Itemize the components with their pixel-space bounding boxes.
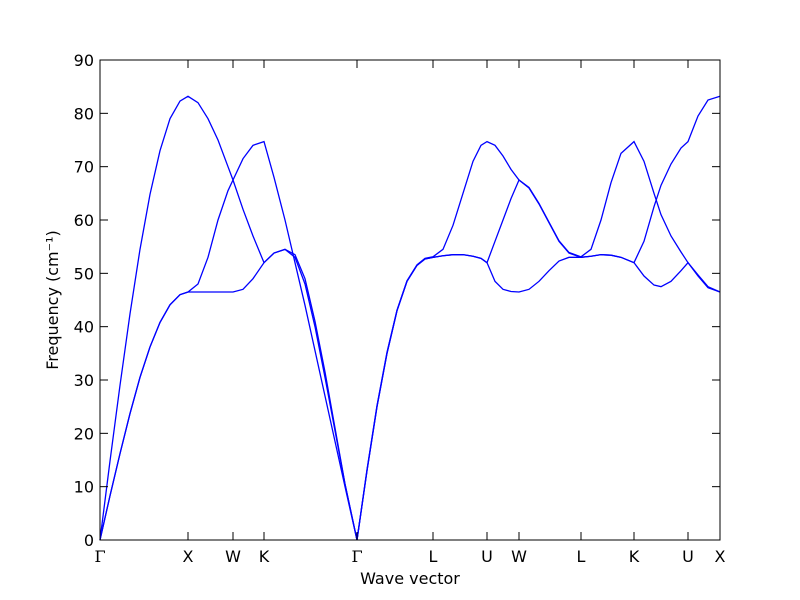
- y-tick-label: 60: [74, 211, 94, 230]
- axes-frame: [99, 59, 721, 541]
- y-tick-label: 40: [74, 318, 94, 337]
- x-tick-label: K: [629, 547, 640, 566]
- x-tick-label: X: [183, 547, 194, 566]
- y-axis-label: Frequency (cm⁻¹): [43, 230, 62, 369]
- x-tick-label: Γ: [94, 547, 105, 566]
- y-tick-label: 10: [74, 478, 94, 497]
- plot-area: [99, 95, 721, 541]
- x-tick-label: X: [715, 547, 726, 566]
- y-tick-label: 0: [84, 531, 94, 550]
- x-tick-label: U: [481, 547, 493, 566]
- y-tick-label: 20: [74, 424, 94, 443]
- y-tick-label: 50: [74, 264, 94, 283]
- y-tick-label: 90: [74, 51, 94, 70]
- band-line: [99, 95, 721, 541]
- x-tick-label: L: [429, 547, 438, 566]
- x-axis-label: Wave vector: [360, 569, 460, 588]
- x-tick-label: W: [225, 547, 241, 566]
- x-tick-label: L: [577, 547, 586, 566]
- x-tick-label: K: [259, 547, 270, 566]
- y-tick-label: 70: [74, 158, 94, 177]
- x-tick-label: Γ: [351, 547, 362, 566]
- x-tick-label: W: [511, 547, 527, 566]
- y-tick-label: 80: [74, 104, 94, 123]
- x-tick-label: U: [682, 547, 694, 566]
- y-tick-label: 30: [74, 371, 94, 390]
